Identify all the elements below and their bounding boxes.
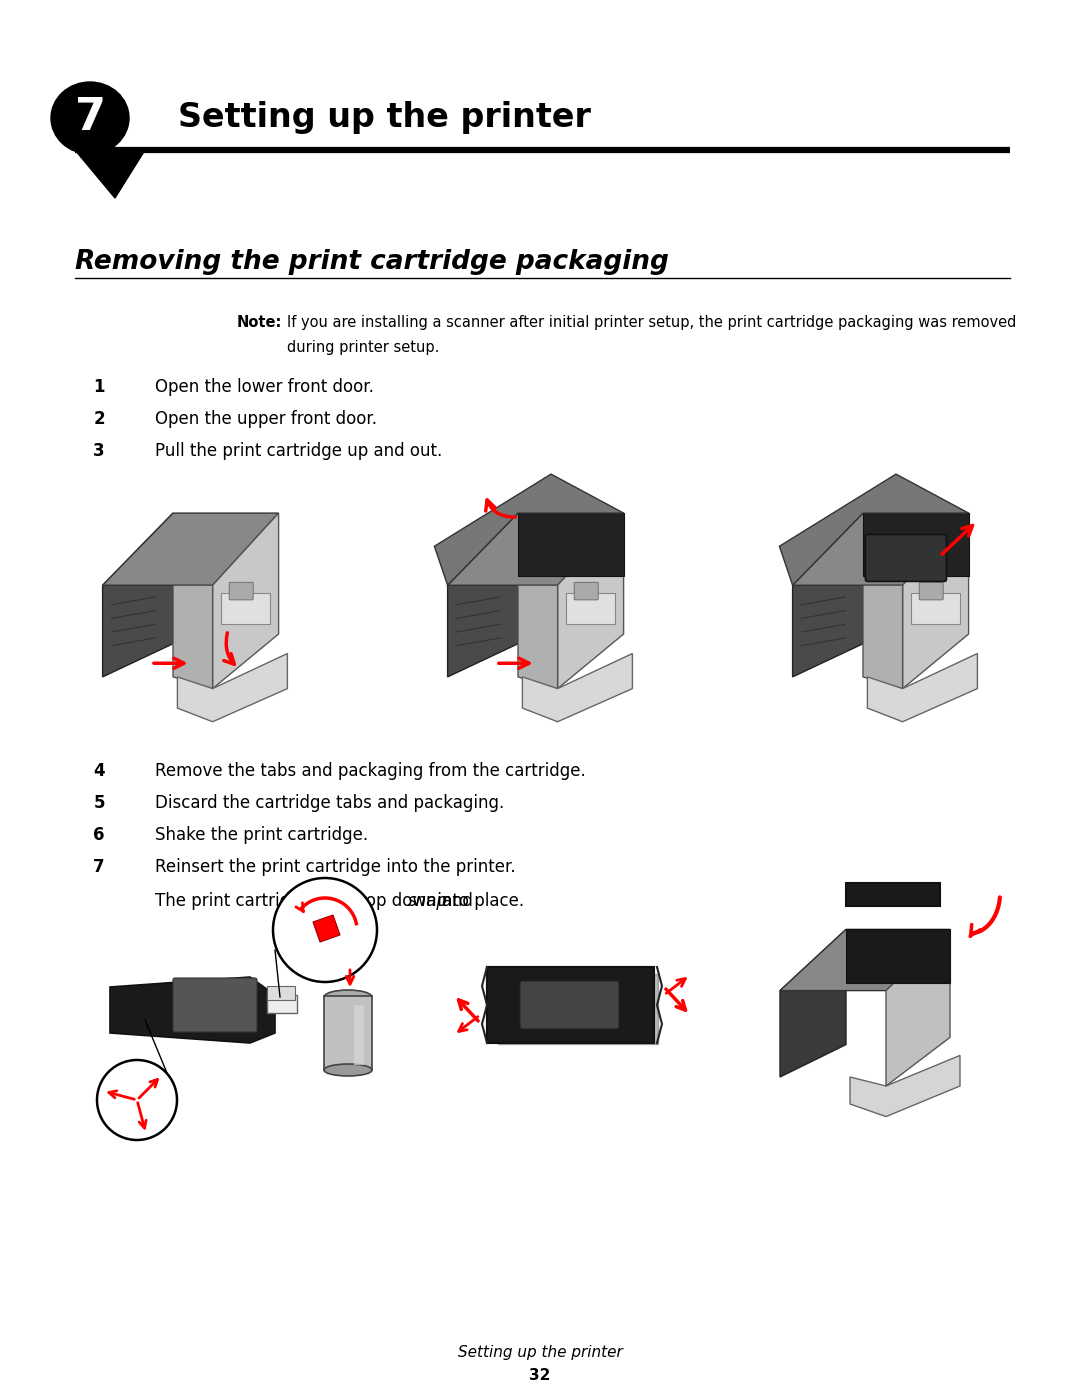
FancyBboxPatch shape [229, 583, 253, 599]
Polygon shape [173, 585, 213, 689]
FancyBboxPatch shape [267, 995, 297, 1013]
Polygon shape [110, 977, 275, 1044]
Text: Open the lower front door.: Open the lower front door. [156, 379, 374, 395]
Circle shape [349, 923, 357, 930]
Polygon shape [903, 513, 969, 689]
Polygon shape [557, 513, 623, 689]
Text: 32: 32 [529, 1368, 551, 1383]
Text: Note:: Note: [237, 314, 282, 330]
Polygon shape [434, 474, 623, 585]
Polygon shape [912, 594, 960, 624]
FancyBboxPatch shape [354, 1004, 364, 1065]
FancyBboxPatch shape [865, 535, 946, 581]
FancyBboxPatch shape [519, 981, 619, 1030]
Ellipse shape [324, 990, 372, 1004]
Text: snap: snap [408, 893, 447, 909]
Circle shape [97, 1060, 177, 1140]
Text: 1: 1 [94, 379, 105, 395]
Polygon shape [498, 974, 658, 1044]
Polygon shape [103, 513, 279, 585]
Polygon shape [780, 474, 969, 585]
Text: Reinsert the print cartridge into the printer.: Reinsert the print cartridge into the pr… [156, 858, 515, 876]
Polygon shape [447, 513, 518, 678]
FancyBboxPatch shape [267, 986, 295, 1000]
Polygon shape [863, 513, 969, 576]
Text: 7: 7 [93, 858, 105, 876]
Polygon shape [523, 654, 633, 722]
Text: Shake the print cartridge.: Shake the print cartridge. [156, 826, 368, 844]
FancyBboxPatch shape [919, 583, 943, 599]
Polygon shape [793, 513, 863, 678]
Text: Open the upper front door.: Open the upper front door. [156, 409, 377, 427]
Polygon shape [780, 929, 846, 1077]
Text: 6: 6 [94, 826, 105, 844]
Polygon shape [850, 1055, 960, 1116]
Text: 5: 5 [94, 793, 105, 812]
Text: If you are installing a scanner after initial printer setup, the print cartridge: If you are installing a scanner after in… [287, 314, 1016, 330]
Text: Setting up the printer: Setting up the printer [178, 102, 591, 134]
Text: The print cartridge will drop down and: The print cartridge will drop down and [156, 893, 478, 909]
Polygon shape [487, 967, 654, 1044]
Polygon shape [486, 965, 646, 1037]
Ellipse shape [324, 1065, 372, 1076]
Polygon shape [886, 929, 950, 1085]
Polygon shape [103, 513, 173, 678]
Polygon shape [793, 513, 969, 585]
Polygon shape [447, 513, 623, 585]
Polygon shape [518, 585, 557, 689]
Text: into place.: into place. [432, 893, 524, 909]
Polygon shape [518, 513, 623, 576]
Text: Setting up the printer: Setting up the printer [458, 1345, 622, 1361]
Polygon shape [846, 929, 950, 983]
Text: Removing the print cartridge packaging: Removing the print cartridge packaging [75, 249, 669, 275]
Polygon shape [313, 915, 340, 942]
Polygon shape [780, 929, 950, 990]
Polygon shape [177, 654, 287, 722]
Circle shape [273, 877, 377, 982]
Text: Discard the cartridge tabs and packaging.: Discard the cartridge tabs and packaging… [156, 793, 504, 812]
Polygon shape [566, 594, 615, 624]
Text: 7: 7 [75, 96, 106, 140]
Polygon shape [846, 883, 940, 907]
FancyBboxPatch shape [575, 583, 598, 599]
Polygon shape [867, 654, 977, 722]
FancyBboxPatch shape [173, 978, 257, 1032]
Polygon shape [213, 513, 279, 689]
Ellipse shape [51, 82, 129, 154]
Polygon shape [863, 585, 903, 689]
Text: 2: 2 [93, 409, 105, 427]
Text: 4: 4 [93, 761, 105, 780]
Text: Remove the tabs and packaging from the cartridge.: Remove the tabs and packaging from the c… [156, 761, 585, 780]
Text: Pull the print cartridge up and out.: Pull the print cartridge up and out. [156, 441, 442, 460]
FancyBboxPatch shape [324, 996, 372, 1070]
Polygon shape [75, 149, 145, 198]
Text: during printer setup.: during printer setup. [287, 339, 440, 355]
Polygon shape [330, 930, 366, 965]
Polygon shape [221, 594, 270, 624]
Text: 3: 3 [93, 441, 105, 460]
